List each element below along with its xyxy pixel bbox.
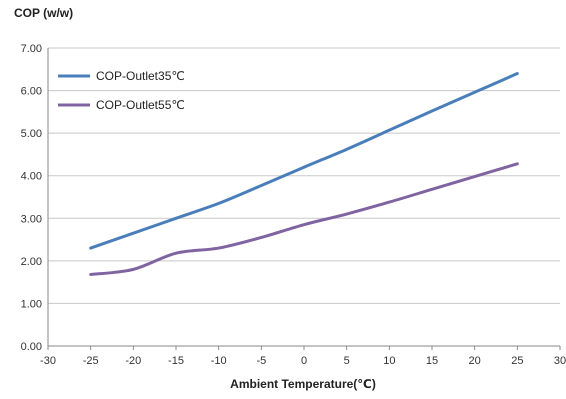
x-tick-label: -30 [40,355,56,367]
x-tick-label: 0 [301,355,307,367]
x-tick-label: 25 [511,355,523,367]
x-tick-label: -15 [168,355,184,367]
x-tick-labels: -30 -25 -20 -15 -10 -5 0 5 10 15 20 25 30 [40,355,566,367]
gridlines [48,47,560,304]
series-line-2 [89,162,519,276]
y-tick-label: 4.00 [21,171,42,183]
y-tick-label: 6.00 [21,86,42,98]
y-tick-label: 0.00 [21,341,42,353]
y-tick-labels: 0.00 1.00 2.00 3.00 4.00 5.00 6.00 7.00 [21,43,42,353]
x-tick-label: 20 [469,355,481,367]
x-tick-label: 30 [554,355,566,367]
legend-label-2: COP-Outlet55℃ [96,98,185,112]
x-tick-label: 10 [383,355,395,367]
x-tick-label: 15 [426,355,438,367]
series-lines [89,72,519,276]
legend-label-1: COP-Outlet35℃ [96,69,185,83]
y-tick-label: 2.00 [21,256,42,268]
legend: COP-Outlet35℃ COP-Outlet55℃ [58,69,185,112]
x-tick-label: -10 [211,355,227,367]
x-tick-label: 5 [344,355,350,367]
y-tick-label: 1.00 [21,298,42,310]
x-tick-label: -20 [125,355,141,367]
axes [47,48,561,350]
y-axis-title: COP (w/w) [14,6,74,20]
y-tick-label: 7.00 [21,43,42,55]
y-tick-label: 3.00 [21,213,42,225]
series-line-1 [89,72,519,250]
x-tick-label: -25 [83,355,99,367]
x-tick-label: -5 [256,355,266,367]
x-axis-title: Ambient Temperature(℃) [230,377,376,391]
y-tick-label: 5.00 [21,128,42,140]
